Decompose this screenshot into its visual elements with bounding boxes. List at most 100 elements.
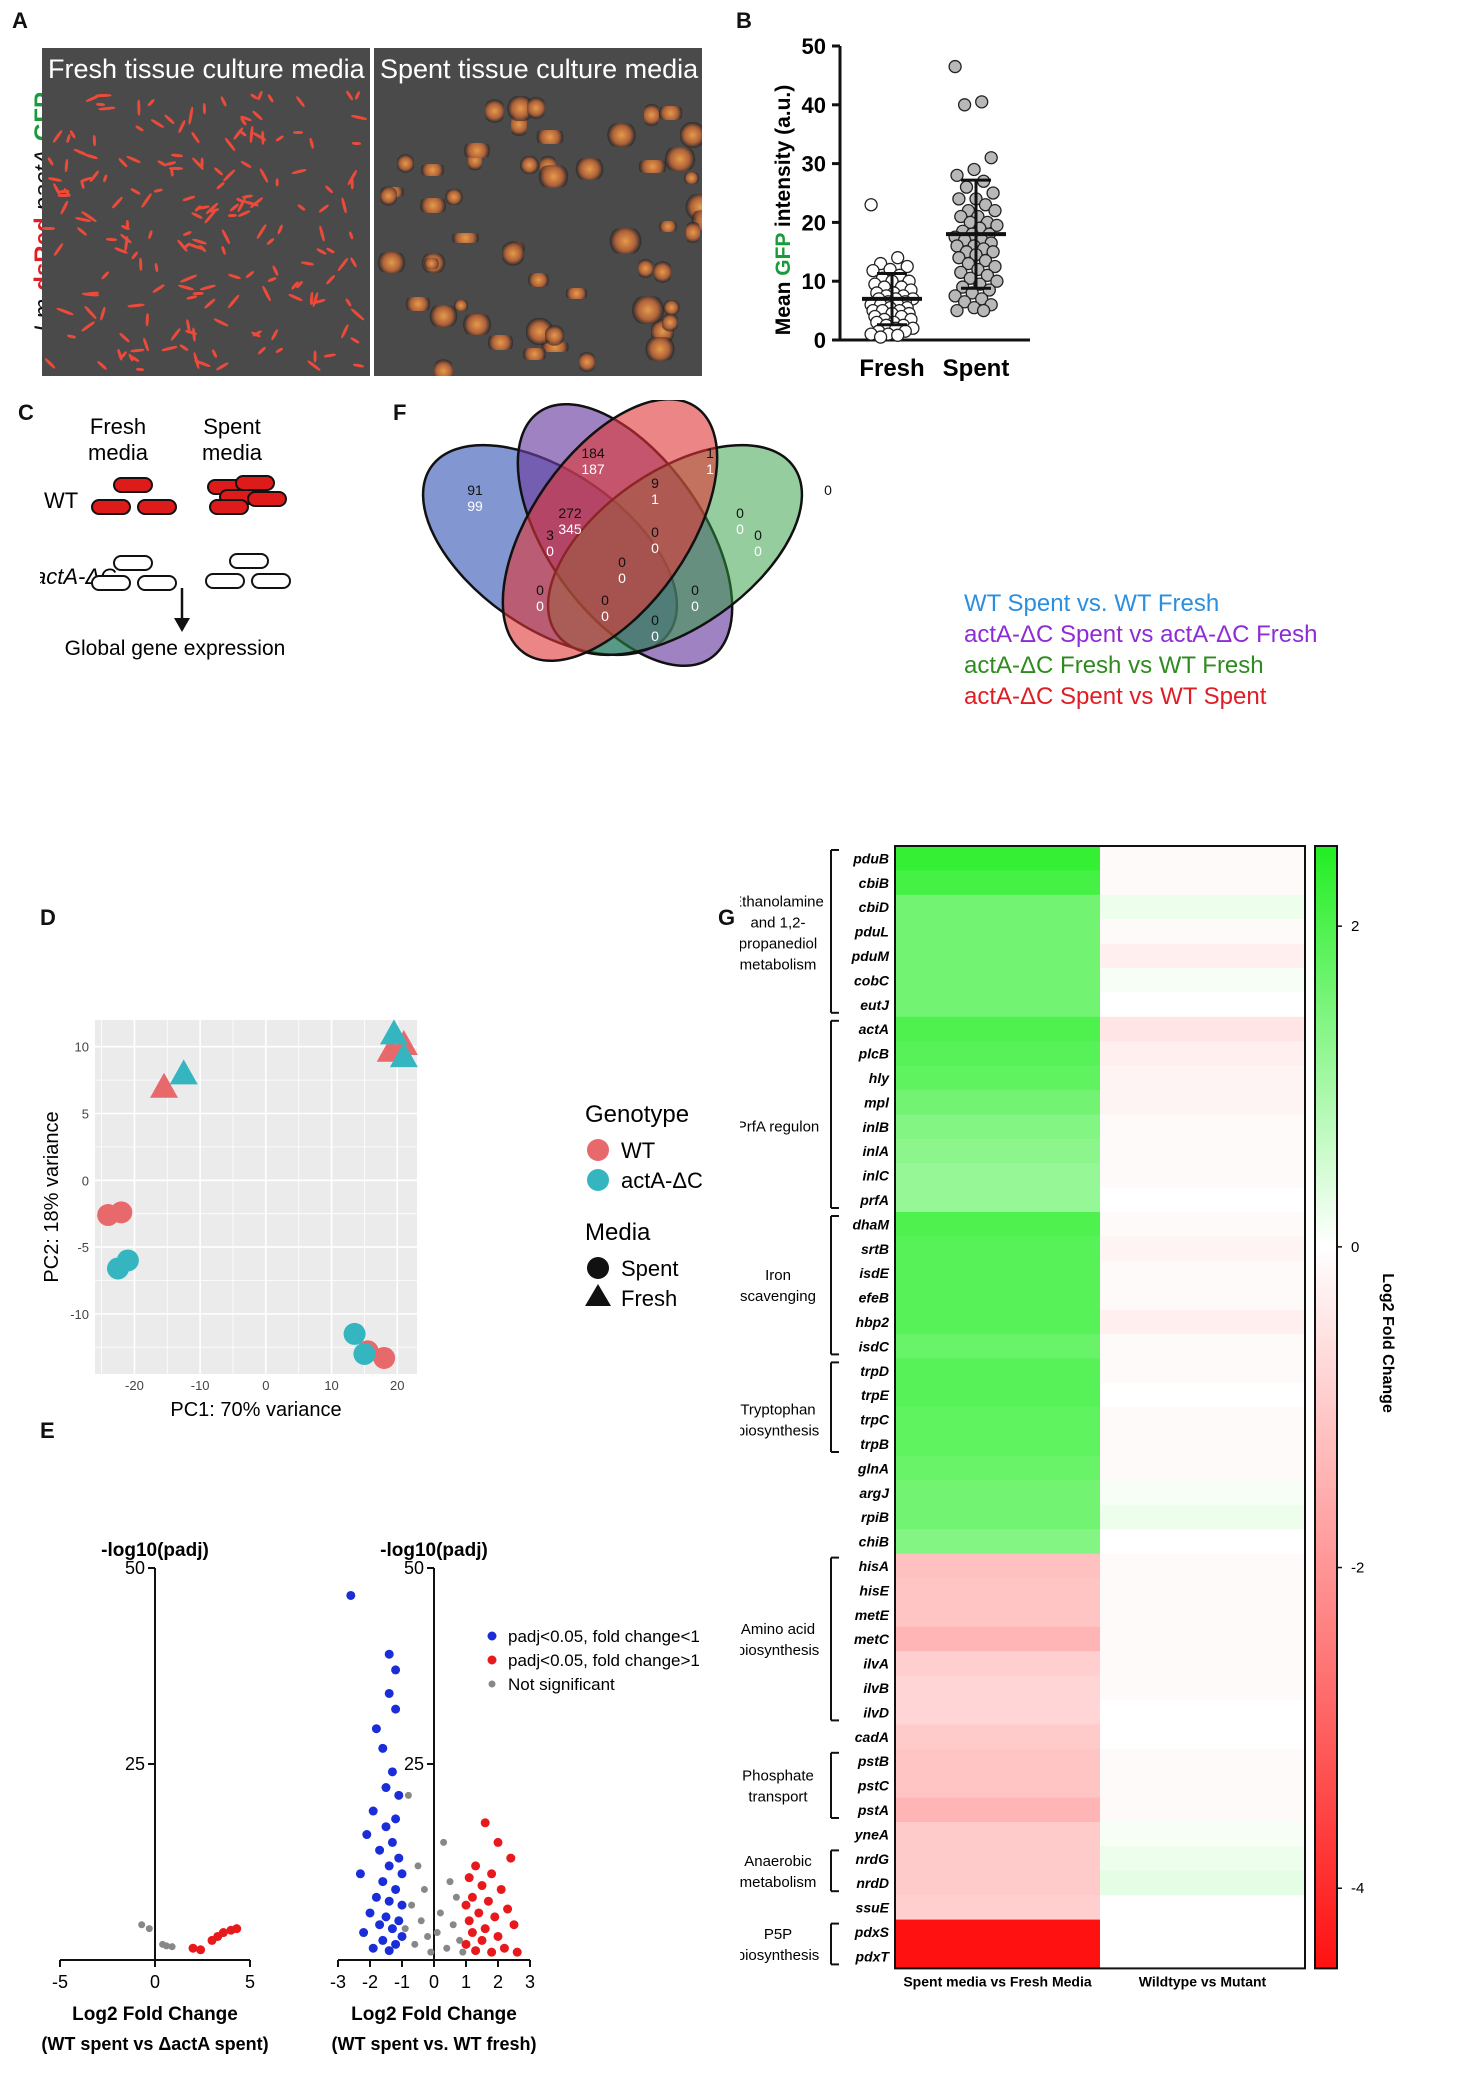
volcano-point	[493, 1931, 503, 1941]
volcano-point	[371, 1892, 381, 1902]
heatmap-cell	[1100, 1870, 1306, 1896]
volcano-point	[420, 1885, 428, 1893]
volcano-point	[362, 1830, 372, 1840]
bacterium	[213, 166, 224, 177]
bacterium	[135, 124, 145, 133]
heatmap-cell	[1100, 1724, 1306, 1750]
legend-swatch	[587, 1257, 609, 1279]
heatmap-cell	[895, 1358, 1101, 1384]
x-tick-label: -5	[52, 1972, 68, 1992]
data-point	[891, 251, 905, 265]
gene-label: efeB	[859, 1290, 889, 1306]
bacterium	[352, 362, 364, 368]
x-tick-label: -1	[394, 1972, 410, 1992]
volcano-point	[477, 1881, 487, 1891]
venn-count-secondary: 187	[581, 461, 605, 477]
data-point	[954, 209, 968, 224]
volcano-point	[375, 1920, 385, 1930]
bacteria-cluster	[519, 156, 539, 174]
data-point	[954, 265, 968, 280]
panel-c-schematic: Fresh media Spent media WT actA-ΔC Globa…	[40, 414, 291, 660]
bacterium	[66, 334, 76, 340]
gene-label: pdxT	[855, 1948, 891, 1964]
x-tick-label: -3	[330, 1972, 346, 1992]
bacteria-cluster	[527, 95, 546, 121]
venn-count: 3	[546, 527, 554, 543]
heatmap-cell	[1100, 1675, 1306, 1701]
heatmap-cell	[1100, 1578, 1306, 1603]
gene-label: trpB	[860, 1436, 889, 1452]
group-label: Phosphate	[742, 1767, 814, 1784]
data-point	[984, 151, 998, 165]
bacterium	[220, 245, 227, 256]
bacteria-cluster	[423, 257, 440, 269]
venn-count: 0	[651, 612, 659, 628]
fresh-label-2: media	[88, 440, 149, 465]
venn-count-secondary: 0	[618, 570, 626, 586]
gene-label: dhaM	[852, 1216, 889, 1232]
y-tick-label: 30	[802, 152, 826, 177]
volcano-point	[512, 1947, 522, 1957]
heatmap-cell	[895, 943, 1101, 969]
volcano-point	[371, 1724, 381, 1734]
heatmap-cell	[895, 1041, 1101, 1067]
volcano-point	[188, 1943, 198, 1953]
data-point	[986, 186, 1000, 200]
heatmap-cell	[895, 1797, 1101, 1823]
pca-point	[110, 1201, 133, 1224]
x-tick-label: 5	[245, 1972, 255, 1992]
bacterium	[216, 181, 226, 190]
volcano-point	[471, 1861, 481, 1871]
bacterium	[318, 203, 330, 214]
volcano-point	[387, 1837, 397, 1847]
bacterium	[261, 284, 272, 302]
bacterium	[139, 258, 143, 272]
heatmap-cell	[895, 1529, 1101, 1555]
venn-count-secondary: 0	[736, 521, 744, 537]
bacterium	[297, 203, 307, 212]
y-tick-label: 10	[75, 1040, 89, 1055]
heatmap-cell	[1100, 1358, 1306, 1384]
bacterium	[257, 345, 267, 355]
bacteria-cluster	[460, 314, 493, 335]
bacteria-cluster	[608, 228, 644, 255]
volcano-point	[483, 1896, 493, 1906]
bacteria-cluster	[680, 121, 702, 148]
bacterium	[203, 297, 216, 309]
group-label: PrfA regulon	[740, 1119, 819, 1136]
gene-label: pduM	[851, 948, 890, 964]
bacterium	[102, 173, 109, 183]
legend-title: Media	[585, 1219, 651, 1246]
group-label: P5P	[764, 1926, 792, 1943]
heatmap-cell	[1100, 1602, 1306, 1628]
bacterium	[251, 110, 264, 122]
heatmap-cell	[1100, 1334, 1306, 1359]
volcano-plots: -5 0 5 50 25 -log10(padj) Log2 Fold Change (WT …	[41, 1540, 700, 2054]
wt-label: WT	[44, 488, 78, 513]
y-axis-label: -log10(padj)	[380, 1540, 488, 1561]
legend-swatch	[488, 1680, 496, 1688]
data-point	[864, 198, 878, 212]
heatmap-cell	[895, 1212, 1101, 1237]
bacterium	[300, 260, 315, 267]
volcano-point	[477, 1935, 487, 1945]
heatmap-cell	[895, 1700, 1101, 1725]
bacteria-cluster	[544, 325, 565, 346]
bacterium	[147, 230, 154, 240]
gene-label: chiB	[859, 1534, 889, 1550]
bacterium	[242, 194, 254, 199]
heatmap-cell	[1100, 1407, 1306, 1433]
x-tick-label: -20	[125, 1378, 144, 1393]
heatmap-cell	[895, 1724, 1101, 1750]
heatmap-cell	[1100, 1138, 1306, 1164]
bacterium	[99, 306, 107, 321]
heatmap-cell	[895, 1090, 1101, 1115]
volcano-point	[375, 1845, 385, 1855]
heatmap-cell	[1100, 1065, 1306, 1091]
gene-label: cobC	[854, 972, 890, 988]
venn-count-secondary: 1	[651, 491, 659, 507]
bacteria-cluster	[644, 101, 659, 129]
legend-label: padj<0.05, fold change<1	[508, 1627, 700, 1646]
data-point	[959, 180, 974, 194]
group-label: Iron	[765, 1267, 791, 1284]
